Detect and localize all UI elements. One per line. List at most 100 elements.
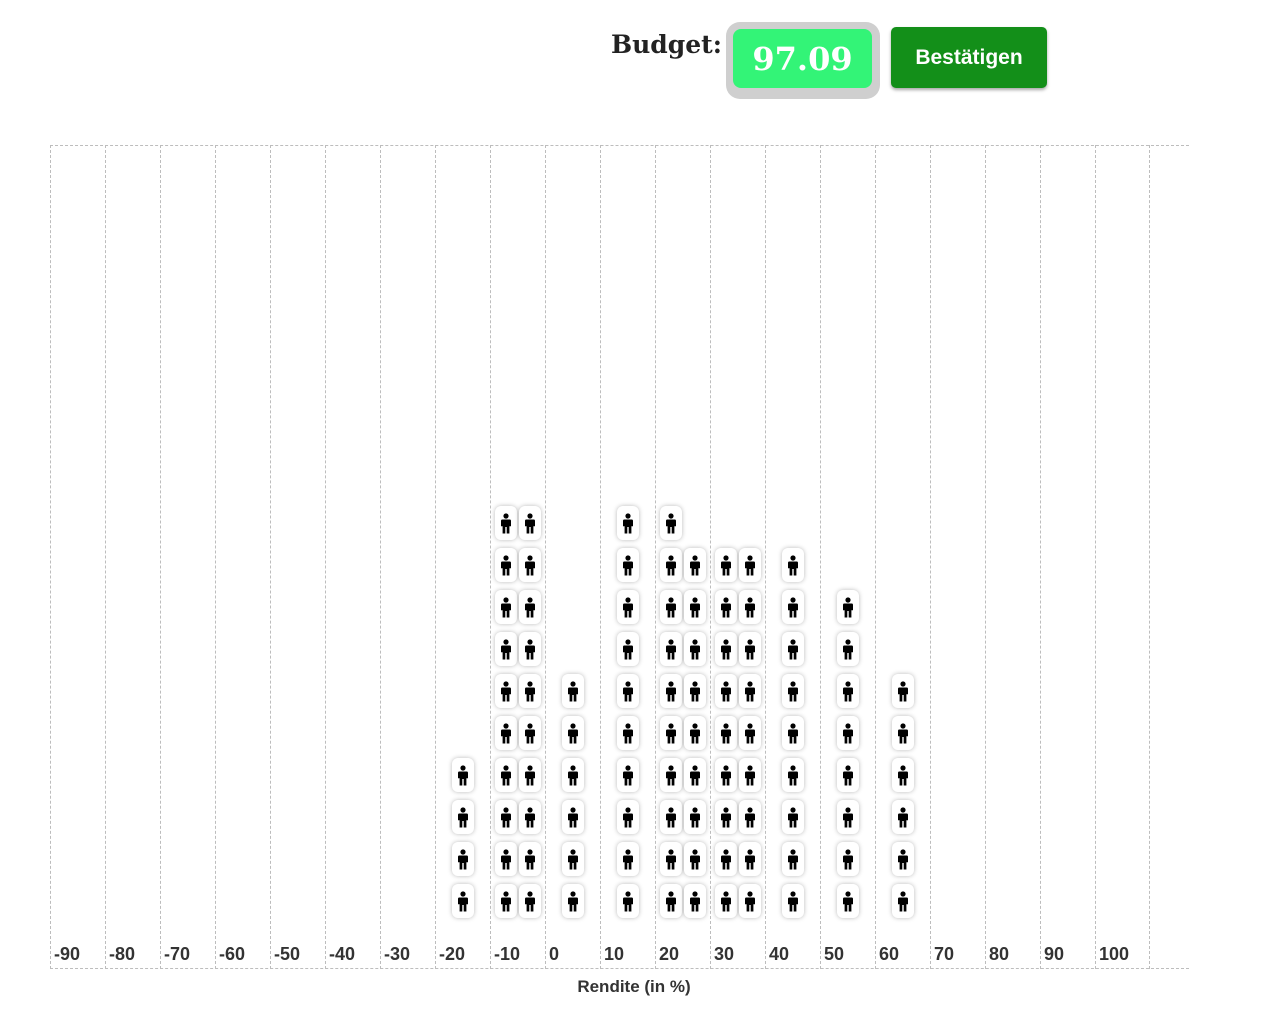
person-token[interactable] <box>561 884 584 918</box>
person-token[interactable] <box>616 716 639 750</box>
person-token[interactable] <box>494 842 517 876</box>
person-token[interactable] <box>738 590 761 624</box>
person-token[interactable] <box>781 800 804 834</box>
chart-column[interactable] <box>545 145 600 969</box>
person-token[interactable] <box>494 632 517 666</box>
person-token[interactable] <box>738 800 761 834</box>
person-token[interactable] <box>494 884 517 918</box>
person-token[interactable] <box>494 716 517 750</box>
person-token[interactable] <box>451 842 474 876</box>
person-token[interactable] <box>891 842 914 876</box>
person-token[interactable] <box>616 842 639 876</box>
person-token[interactable] <box>738 674 761 708</box>
person-token[interactable] <box>451 758 474 792</box>
person-token[interactable] <box>781 842 804 876</box>
person-token[interactable] <box>518 674 541 708</box>
person-token[interactable] <box>781 674 804 708</box>
person-token[interactable] <box>683 800 706 834</box>
person-token[interactable] <box>891 800 914 834</box>
chart-column[interactable] <box>490 145 545 969</box>
person-token[interactable] <box>518 884 541 918</box>
person-token[interactable] <box>494 800 517 834</box>
person-token[interactable] <box>518 632 541 666</box>
person-token[interactable] <box>836 758 859 792</box>
person-token[interactable] <box>836 632 859 666</box>
chart-column[interactable] <box>160 145 215 969</box>
person-token[interactable] <box>714 716 737 750</box>
chart-column[interactable] <box>710 145 765 969</box>
person-token[interactable] <box>659 758 682 792</box>
person-token[interactable] <box>616 674 639 708</box>
person-token[interactable] <box>659 632 682 666</box>
person-token[interactable] <box>836 674 859 708</box>
person-token[interactable] <box>518 800 541 834</box>
person-token[interactable] <box>891 884 914 918</box>
person-token[interactable] <box>659 800 682 834</box>
person-token[interactable] <box>616 632 639 666</box>
person-token[interactable] <box>518 548 541 582</box>
person-token[interactable] <box>494 758 517 792</box>
person-token[interactable] <box>659 506 682 540</box>
person-token[interactable] <box>561 716 584 750</box>
person-token[interactable] <box>836 800 859 834</box>
person-token[interactable] <box>738 548 761 582</box>
person-token[interactable] <box>518 758 541 792</box>
person-token[interactable] <box>616 590 639 624</box>
person-token[interactable] <box>781 884 804 918</box>
person-token[interactable] <box>738 758 761 792</box>
person-token[interactable] <box>451 884 474 918</box>
person-token[interactable] <box>714 674 737 708</box>
person-token[interactable] <box>738 842 761 876</box>
person-token[interactable] <box>659 590 682 624</box>
chart-column[interactable] <box>1040 145 1095 969</box>
person-token[interactable] <box>781 548 804 582</box>
person-token[interactable] <box>659 716 682 750</box>
person-token[interactable] <box>781 716 804 750</box>
person-token[interactable] <box>451 800 474 834</box>
person-token[interactable] <box>738 716 761 750</box>
person-token[interactable] <box>494 590 517 624</box>
person-token[interactable] <box>836 590 859 624</box>
person-token[interactable] <box>714 842 737 876</box>
person-token[interactable] <box>683 674 706 708</box>
person-token[interactable] <box>659 842 682 876</box>
chart-column[interactable] <box>215 145 270 969</box>
person-token[interactable] <box>781 632 804 666</box>
person-token[interactable] <box>683 758 706 792</box>
person-token[interactable] <box>781 590 804 624</box>
person-token[interactable] <box>616 884 639 918</box>
chart-column[interactable] <box>985 145 1040 969</box>
chart-column[interactable] <box>600 145 655 969</box>
person-token[interactable] <box>494 548 517 582</box>
person-token[interactable] <box>714 758 737 792</box>
chart-column[interactable] <box>820 145 875 969</box>
person-token[interactable] <box>616 758 639 792</box>
person-token[interactable] <box>659 884 682 918</box>
person-token[interactable] <box>836 842 859 876</box>
person-token[interactable] <box>561 800 584 834</box>
chart-column[interactable] <box>1095 145 1150 969</box>
chart-column[interactable] <box>875 145 930 969</box>
person-token[interactable] <box>616 548 639 582</box>
person-token[interactable] <box>683 716 706 750</box>
chart-column[interactable] <box>655 145 710 969</box>
person-token[interactable] <box>714 884 737 918</box>
person-token[interactable] <box>561 674 584 708</box>
person-token[interactable] <box>891 674 914 708</box>
person-token[interactable] <box>561 842 584 876</box>
person-token[interactable] <box>683 632 706 666</box>
person-token[interactable] <box>616 800 639 834</box>
person-token[interactable] <box>494 506 517 540</box>
person-token[interactable] <box>891 716 914 750</box>
person-token[interactable] <box>683 548 706 582</box>
person-token[interactable] <box>659 674 682 708</box>
person-token[interactable] <box>494 674 517 708</box>
person-token[interactable] <box>659 548 682 582</box>
person-token[interactable] <box>518 506 541 540</box>
person-token[interactable] <box>616 506 639 540</box>
person-token[interactable] <box>781 758 804 792</box>
person-token[interactable] <box>683 590 706 624</box>
chart-column[interactable] <box>435 145 490 969</box>
chart-column[interactable] <box>50 145 105 969</box>
person-token[interactable] <box>714 590 737 624</box>
